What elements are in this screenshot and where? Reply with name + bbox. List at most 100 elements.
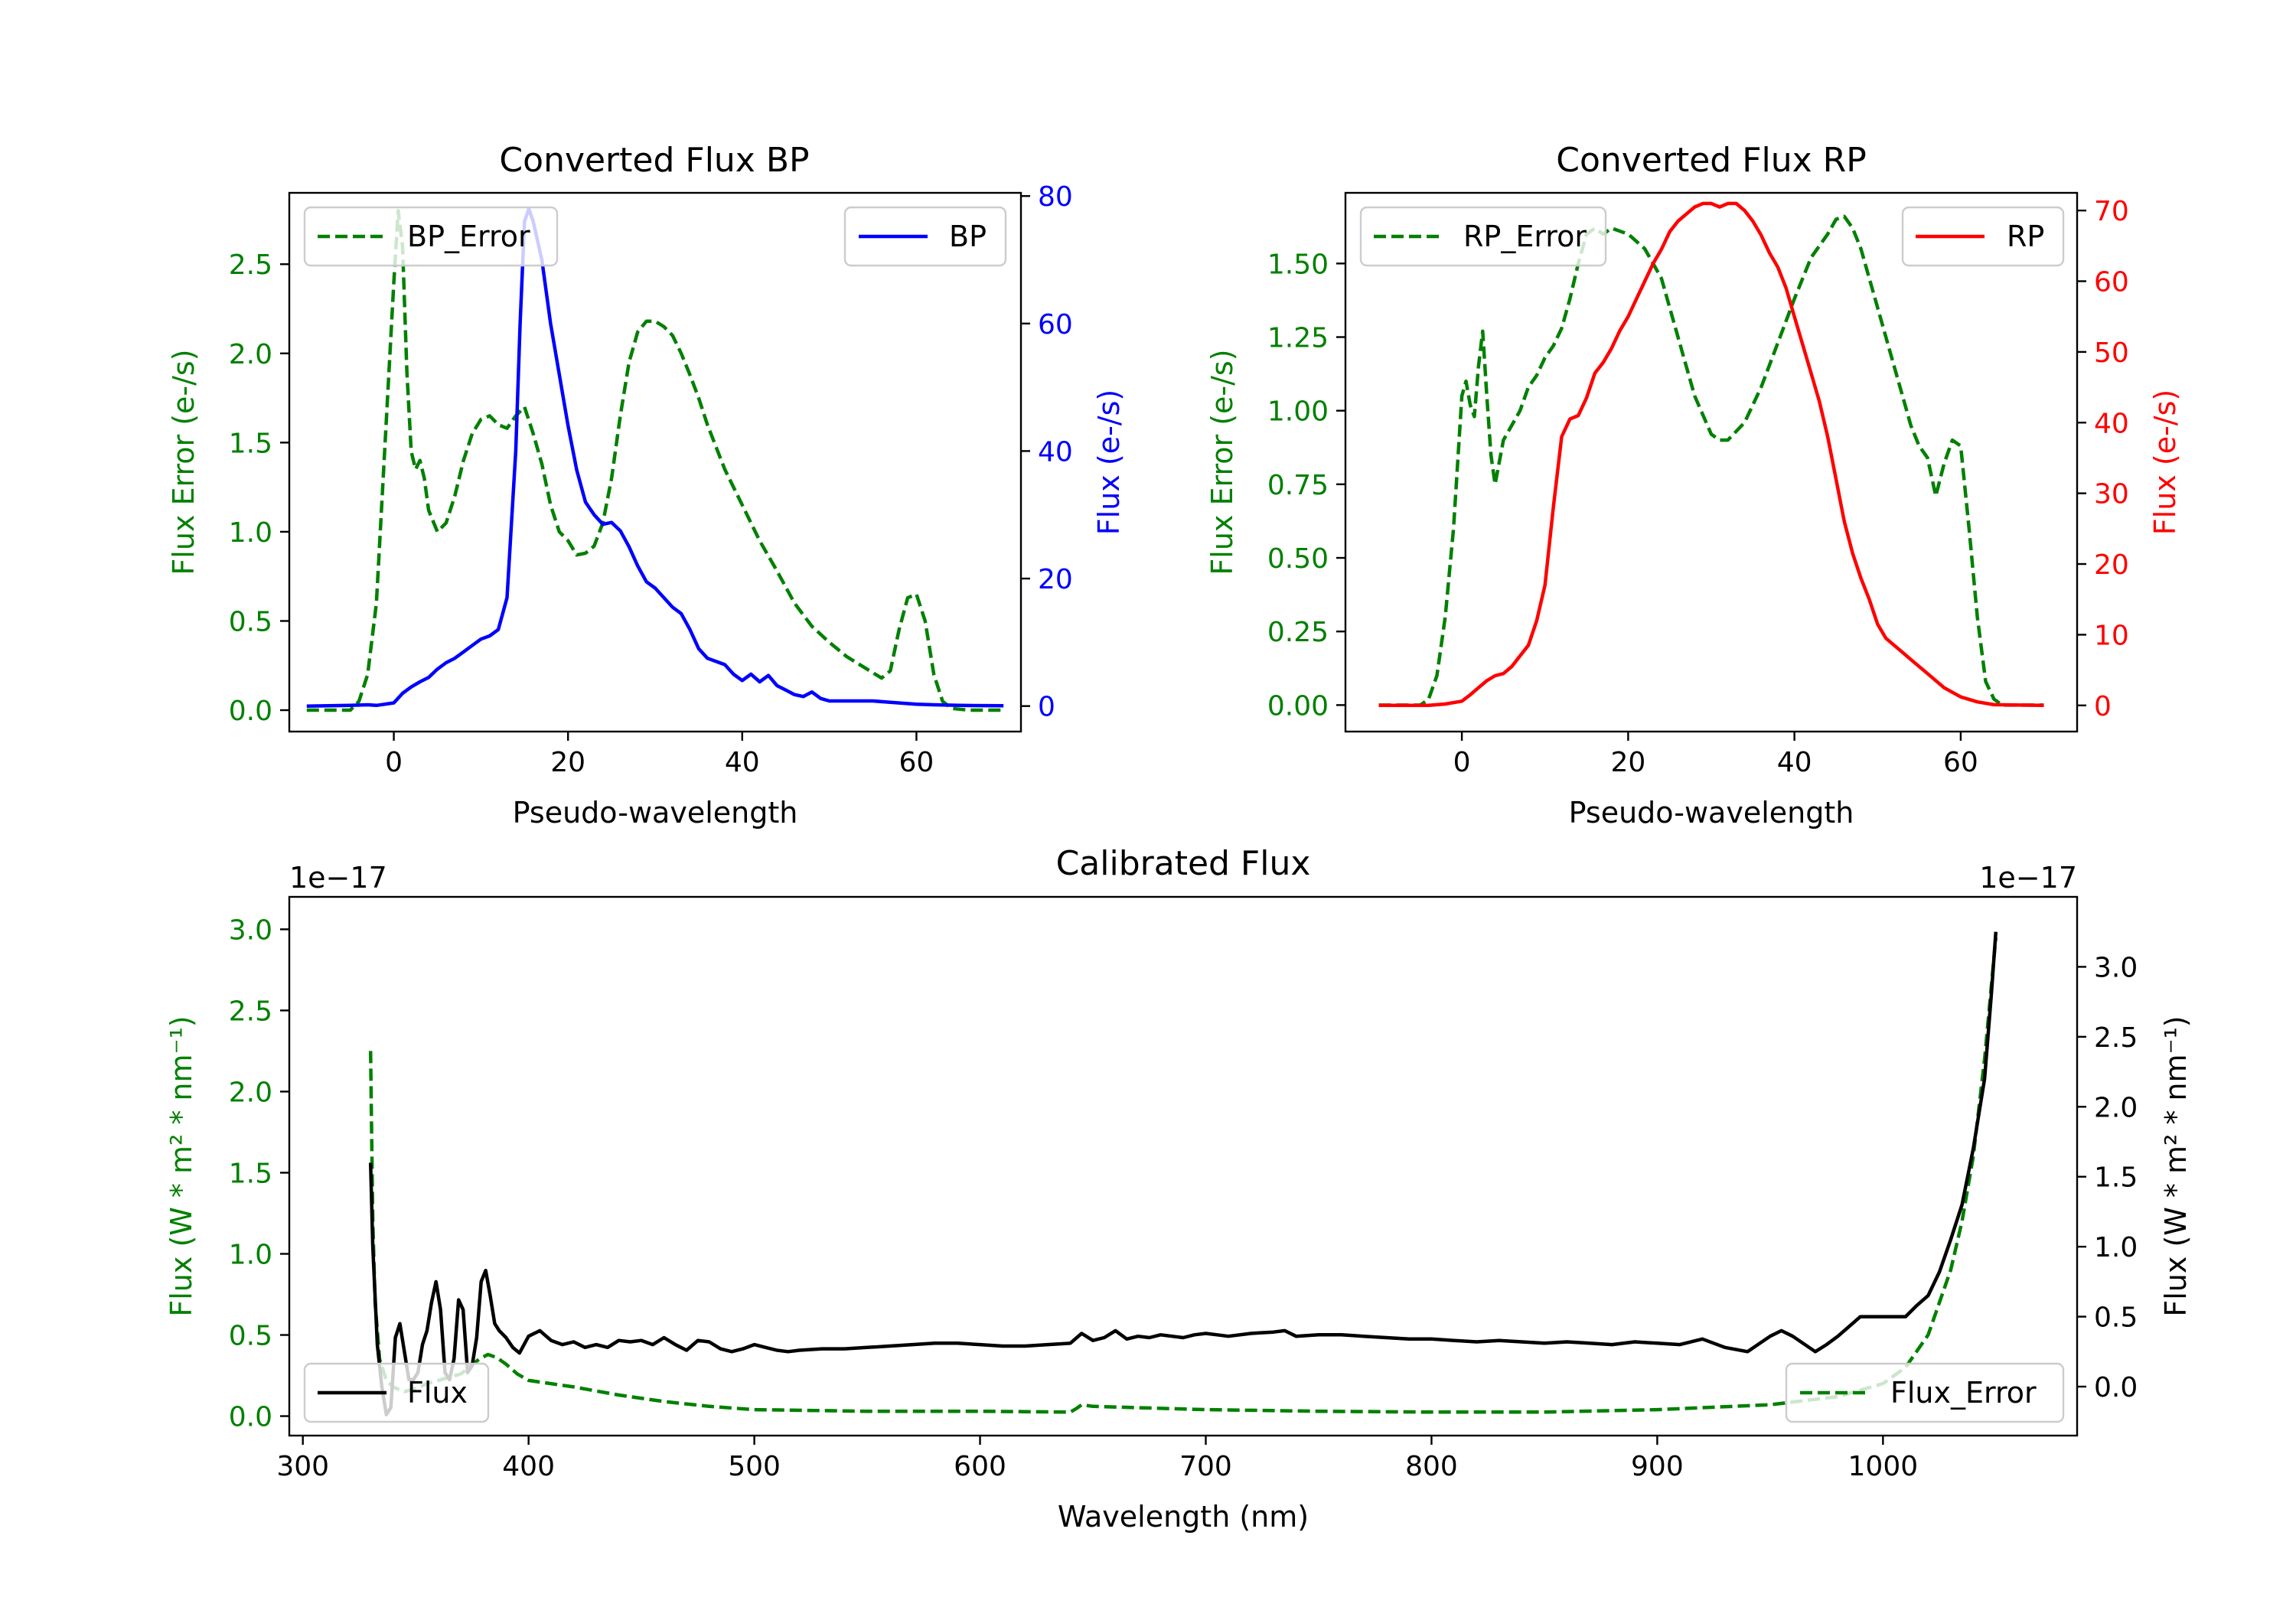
bp-x-tick-label: 60: [899, 747, 934, 778]
bp-legend-error-label: BP_Error: [407, 220, 530, 253]
bp-legend-flux: BP: [843, 206, 1007, 267]
rp-series-rp: [1378, 201, 2044, 708]
bp-left-tick-label: 1.5: [229, 428, 272, 459]
rp-legend-error-box: [1359, 206, 1607, 267]
bp-series-bp-error: [306, 209, 1004, 712]
bp-left-tick-label: 2.0: [229, 339, 272, 370]
rp-right-axis-label: Flux (e-/s): [2148, 390, 2182, 535]
cal-left-tick-label: 1.0: [229, 1240, 272, 1271]
calibrated-right-axis: 0.0 0.5 1.0 1.5 2.0 2.5 3.0: [2077, 952, 2138, 1403]
calibrated-left-axis: 0.0 0.5 1.0 1.5 2.0 2.5 3.0: [229, 914, 289, 1433]
rp-left-tick-label: 0.50: [1267, 543, 1329, 575]
rp-x-tick-label: 20: [1610, 747, 1645, 778]
rp-right-tick-label: 40: [2094, 408, 2129, 439]
calibrated-x-axis: 300 400 500 600 700 800 900 1000: [276, 1436, 1918, 1482]
cal-x-tick-label: 400: [502, 1451, 555, 1482]
bp-series-layer: [306, 207, 1004, 712]
bp-series-bp: [306, 207, 1004, 708]
bp-x-tick-label: 20: [550, 747, 585, 778]
cal-x-tick-label: 500: [728, 1451, 781, 1482]
bp-left-axis: 0.0 0.5 1.0 1.5 2.0 2.5: [229, 249, 289, 727]
calibrated-series-layer: [368, 931, 1998, 1416]
cal-right-tick-label: 1.0: [2094, 1232, 2138, 1263]
calibrated-legend-flux-box: [303, 1362, 490, 1423]
cal-x-tick-label: 700: [1179, 1451, 1232, 1482]
bp-x-axis: 0 20 40 60: [385, 732, 934, 778]
rp-chart: Converted Flux RP 0 20 40 60 0.00 0.25 0.50 0.…: [1205, 141, 2182, 830]
calibrated-x-axis-label: Wavelength (nm): [1058, 1500, 1309, 1534]
rp-x-axis: 0 20 40 60: [1453, 732, 1978, 778]
bp-right-axis: 0 20 40 60 80: [1021, 181, 1073, 723]
rp-series-rp-error: [1378, 214, 2044, 707]
rp-x-axis-label: Pseudo-wavelength: [1569, 796, 1854, 830]
cal-left-tick-label: 2.0: [229, 1077, 272, 1108]
rp-right-tick-label: 30: [2094, 479, 2129, 510]
bp-x-tick-label: 0: [385, 747, 403, 778]
rp-legend-error: RP_Error: [1359, 206, 1607, 267]
cal-right-tick-label: 2.5: [2094, 1022, 2138, 1054]
rp-left-tick-label: 1.50: [1267, 249, 1329, 280]
cal-x-tick-label: 600: [954, 1451, 1006, 1482]
calibrated-left-offset: 1e−17: [289, 861, 387, 895]
bp-right-tick-label: 20: [1038, 564, 1073, 595]
bp-x-axis-label: Pseudo-wavelength: [513, 796, 798, 830]
rp-left-tick-label: 0.75: [1267, 470, 1329, 501]
rp-x-tick-label: 40: [1777, 747, 1812, 778]
rp-legend-flux: RP: [1901, 206, 2065, 267]
bp-plot-frame: [288, 191, 1022, 733]
cal-right-tick-label: 0.5: [2094, 1302, 2138, 1334]
bp-chart: Converted Flux BP 0 20 40 60 0.0 0.5 1.0 1.5 2.…: [167, 141, 1126, 830]
bp-right-tick-label: 80: [1038, 181, 1073, 213]
bp-right-axis-label: Flux (e-/s): [1092, 390, 1126, 535]
cal-x-tick-label: 800: [1405, 1451, 1458, 1482]
cal-right-tick-label: 1.5: [2094, 1162, 2138, 1194]
calibrated-legend-error-label: Flux_Error: [1890, 1376, 2037, 1410]
bp-left-tick-label: 0.0: [229, 696, 272, 727]
calibrated-plot-frame: [288, 895, 2079, 1437]
calibrated-legend-flux: Flux: [303, 1362, 490, 1423]
cal-series-flux: [368, 931, 1998, 1416]
rp-right-tick-label: 70: [2094, 196, 2129, 227]
cal-left-tick-label: 0.5: [229, 1321, 272, 1352]
bp-legend-error: BP_Error: [303, 206, 559, 267]
calibrated-legend-flux-label: Flux: [407, 1376, 468, 1410]
rp-left-axis-label: Flux Error (e-/s): [1205, 349, 1239, 575]
rp-series-layer: [1378, 201, 2044, 708]
bp-legend-error-box: [303, 206, 559, 267]
bp-right-tick-label: 60: [1038, 309, 1073, 341]
calibrated-legend-error-box: [1785, 1362, 2065, 1423]
cal-right-tick-label: 3.0: [2094, 952, 2138, 983]
rp-legend-error-label: RP_Error: [1463, 220, 1587, 253]
calibrated-chart-title: Calibrated Flux: [1056, 844, 1311, 883]
cal-left-tick-label: 0.0: [229, 1402, 272, 1433]
rp-right-tick-label: 20: [2094, 549, 2129, 581]
cal-right-tick-label: 2.0: [2094, 1092, 2138, 1123]
rp-chart-title: Converted Flux RP: [1556, 141, 1867, 180]
rp-right-tick-label: 60: [2094, 266, 2129, 298]
cal-x-tick-label: 1000: [1848, 1451, 1919, 1482]
bp-x-tick-label: 40: [725, 747, 760, 778]
calibrated-legend-error: Flux_Error: [1785, 1362, 2065, 1423]
rp-right-axis: 0 10 20 30 40 50 60 70: [2077, 196, 2129, 722]
cal-left-tick-label: 1.5: [229, 1158, 272, 1189]
bp-left-axis-label: Flux Error (e-/s): [167, 349, 201, 575]
calibrated-chart: Calibrated Flux 300 400 500 600 700 800 900 100…: [165, 844, 2193, 1534]
bp-right-tick-label: 40: [1038, 436, 1073, 468]
bp-legend-flux-label: BP: [949, 220, 987, 253]
bp-chart-title: Converted Flux BP: [499, 141, 809, 180]
rp-left-tick-label: 0.00: [1267, 690, 1329, 722]
cal-series-flux-error: [368, 937, 1998, 1414]
cal-x-tick-label: 300: [276, 1451, 329, 1482]
cal-x-tick-label: 900: [1631, 1451, 1684, 1482]
rp-left-tick-label: 1.25: [1267, 323, 1329, 354]
rp-right-tick-label: 10: [2094, 620, 2129, 651]
rp-left-tick-label: 0.25: [1267, 617, 1329, 648]
rp-plot-frame: [1344, 191, 2079, 733]
rp-right-tick-label: 0: [2094, 691, 2112, 722]
bp-left-tick-label: 0.5: [229, 606, 272, 637]
rp-x-tick-label: 0: [1453, 747, 1471, 778]
bp-left-tick-label: 2.5: [229, 249, 272, 281]
rp-right-tick-label: 50: [2094, 337, 2129, 369]
calibrated-left-axis-label: Flux (W * m² * nm⁻¹): [165, 1015, 198, 1316]
